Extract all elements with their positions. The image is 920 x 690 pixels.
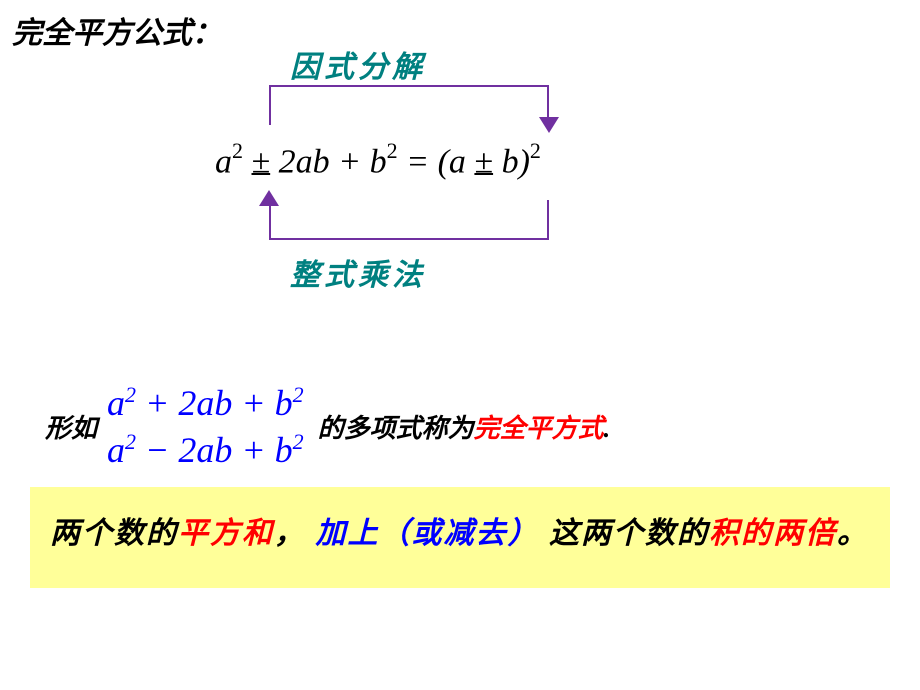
p1-plus1: + (145, 383, 169, 423)
xingru-label: 形如 (45, 408, 97, 445)
eq-2ab: 2ab (279, 143, 330, 180)
p2-minus: − (145, 430, 169, 470)
p2-b: b (275, 430, 293, 470)
bt3: ， (274, 517, 306, 550)
poly-line-1: a2 + 2ab + b2 (107, 380, 304, 427)
bracket-top (269, 85, 549, 125)
bt1: 两个数的 (50, 517, 178, 550)
p1-b: b (275, 383, 293, 423)
poly-line-2: a2 − 2ab + b2 (107, 427, 304, 474)
bt2: 平方和 (178, 517, 274, 550)
bt6: 积的两倍 (709, 517, 837, 550)
p1-plus2: + (241, 383, 265, 423)
polynomial-stack: a2 + 2ab + b2 a2 − 2ab + b2 (107, 380, 304, 474)
p1-a: a (107, 383, 125, 423)
eq-lp: ( (438, 143, 449, 180)
definition-row: 形如 a2 + 2ab + b2 a2 − 2ab + b2 的多项式称为完全平… (45, 380, 885, 474)
desc-suffix: . (604, 414, 611, 443)
page-title: 完全平方公式： (12, 8, 222, 52)
desc-red: 完全平方式 (474, 414, 604, 443)
p2-2ab: 2ab (178, 430, 232, 470)
definition-text: 的多项式称为完全平方式. (318, 408, 611, 445)
p1-s1: 2 (125, 382, 136, 407)
factorization-label: 因式分解 (290, 42, 426, 86)
bt7: 。 (837, 517, 869, 550)
eq-sup2: 2 (387, 138, 398, 163)
eq-b1: b (370, 143, 387, 180)
p2-a: a (107, 430, 125, 470)
bracket-bottom (269, 200, 549, 240)
eq-plus: + (338, 143, 361, 180)
eq-b2: b (502, 143, 519, 180)
eq-pm2: ± (474, 143, 493, 180)
arrow-up-icon (259, 190, 279, 206)
p2-s1: 2 (125, 429, 136, 454)
p1-s2: 2 (293, 382, 304, 407)
eq-eq: = (406, 143, 429, 180)
eq-rp: ) (519, 143, 530, 180)
bt5: 这两个数的 (549, 517, 709, 550)
main-equation: a2 ± 2ab + b2 = (a ± b)2 (215, 140, 541, 181)
highlight-text: 两个数的平方和， 加上（或减去） 这两个数的积的两倍。 (50, 505, 870, 562)
p2-s2: 2 (293, 429, 304, 454)
multiplication-label: 整式乘法 (290, 250, 426, 294)
eq-a1: a (215, 143, 232, 180)
eq-a2: a (449, 143, 466, 180)
desc-prefix: 的多项式称为 (318, 414, 474, 443)
highlight-box: 两个数的平方和， 加上（或减去） 这两个数的积的两倍。 (30, 487, 890, 588)
eq-sup1: 2 (232, 138, 243, 163)
p1-2ab: 2ab (178, 383, 232, 423)
arrow-down-icon (539, 117, 559, 133)
p2-plus: + (241, 430, 265, 470)
eq-sup3: 2 (530, 138, 541, 163)
bt4: 加上（或减去） (316, 517, 540, 550)
eq-pm1: ± (252, 143, 271, 180)
